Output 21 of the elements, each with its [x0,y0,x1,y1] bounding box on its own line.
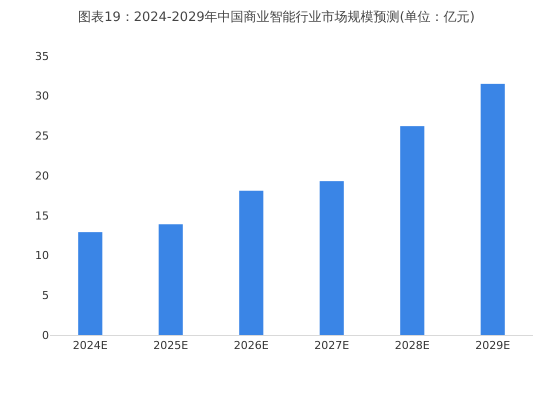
y-tick-label: 35 [35,50,49,63]
x-tick-label: 2024E [72,339,108,352]
bar [480,84,505,335]
bar [320,181,344,335]
bar [78,232,102,335]
x-tick-label: 2029E [475,339,510,352]
x-tick-label: 2026E [234,339,269,352]
x-tick-label: 2027E [314,339,350,352]
y-tick-label: 0 [42,328,49,342]
y-tick-label: 25 [35,130,49,143]
x-tick-label: 2025E [153,339,188,352]
y-tick-label: 5 [42,288,49,302]
y-tick-label: 15 [35,209,49,222]
y-tick-label: 30 [35,90,49,103]
bar [400,126,424,335]
chart-title: 图表19：2024-2029年中国商业智能行业市场规模预测(单位：亿元) [78,10,475,26]
y-tick-label: 20 [35,169,49,182]
bar [158,224,183,335]
y-tick-label: 10 [35,249,49,262]
bar [239,190,264,335]
x-tick-label: 2028E [394,339,430,352]
